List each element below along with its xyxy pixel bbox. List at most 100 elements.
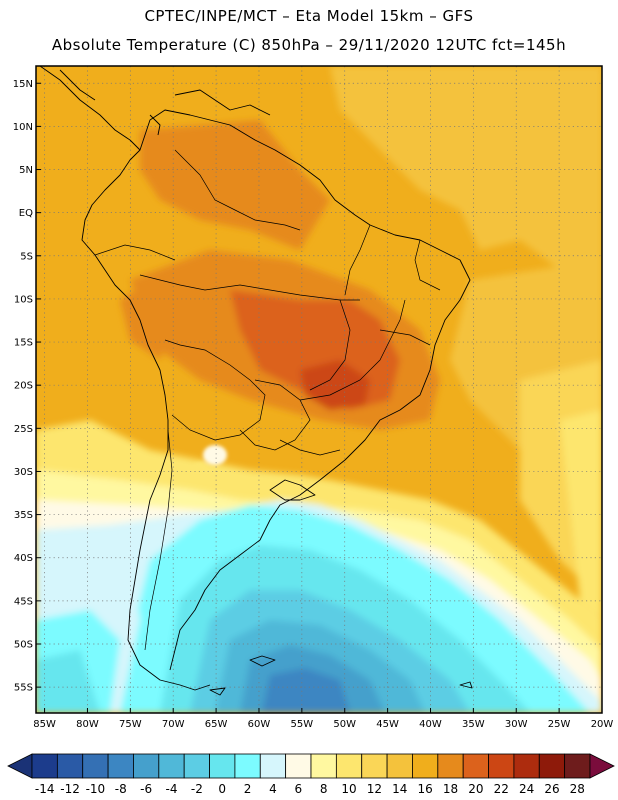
lat-tick-label: 10N: [13, 122, 33, 133]
colorbar-swatch: [538, 753, 566, 779]
border-paraguay: [239, 379, 311, 451]
colorbar-label: 12: [367, 782, 382, 796]
colorbar-swatch: [412, 753, 439, 779]
border-brazil-south: [279, 439, 341, 456]
tierra-del-fuego-tip: [209, 687, 226, 696]
lon-tick-label: 70W: [162, 719, 185, 730]
lat-tick-label: 55S: [14, 683, 33, 694]
lon-tick-label: 55W: [291, 719, 314, 730]
lat-tick-label: 25S: [14, 424, 33, 435]
lat-tick-label: 15S: [14, 338, 33, 349]
lon-tick-label: 60W: [248, 719, 271, 730]
lat-tick-label: EQ: [19, 208, 33, 219]
colorbar-label: 10: [341, 782, 356, 796]
lon-tick-label: 80W: [76, 719, 99, 730]
colorbar-swatch: [285, 753, 312, 779]
border-ecuador-peru: [94, 244, 176, 261]
colorbar-label: 24: [519, 782, 534, 796]
lat-tick-label: 10S: [14, 294, 33, 305]
colorbar-label: 20: [468, 782, 483, 796]
chart-title-line-2: Absolute Temperature (C) 850hPa – 29/11/…: [51, 36, 567, 54]
colorbar-swatch: [310, 753, 337, 779]
colorbar-label: 22: [494, 782, 509, 796]
lon-tick-label: 40W: [419, 719, 442, 730]
border-brazil-states-4: [414, 239, 441, 291]
colorbar-label: -10: [86, 782, 106, 796]
lon-tick-label: 50W: [333, 719, 356, 730]
border-brazil-states-1: [299, 299, 406, 401]
longitude-axis: 85W 80W 75W 70W 65W 60W 55W 50W 45W 40W 35W 30W 25W 2…: [33, 708, 613, 730]
latitude-axis: 15N 10N 5N EQ 5S 10S 15S 20S 25S 30S 35S 40S 45S 50S 5…: [13, 79, 41, 694]
lat-tick-label: 20S: [14, 381, 33, 392]
maracaibo-coast: [149, 114, 161, 136]
lon-tick-label: 45W: [376, 719, 399, 730]
border-chile-argentina: [144, 429, 173, 651]
lon-tick-label: 65W: [205, 719, 228, 730]
colorbar-swatch: [31, 753, 58, 779]
colorbar-swatch: [107, 753, 134, 779]
border-brazil-states-2: [309, 299, 351, 391]
colorbar-swatch: [56, 753, 84, 779]
border-colombia-venezuela: [174, 149, 301, 231]
colorbar-label: 8: [320, 782, 328, 796]
lon-tick-label: 35W: [462, 719, 485, 730]
colorbar-swatch: [234, 753, 261, 779]
colorbar-label: 14: [392, 782, 407, 796]
map-frame: [35, 65, 603, 714]
central-america-coast: [59, 69, 96, 101]
border-brazil-states-5: [344, 224, 371, 296]
graticule: [36, 66, 602, 713]
east-coastline: [139, 109, 471, 671]
colorbar-swatch: [564, 753, 591, 779]
colorbar-swatch: [437, 753, 464, 779]
colorbar-label: -2: [191, 782, 203, 796]
country-borders: [94, 149, 441, 651]
lon-tick-label: 75W: [119, 719, 142, 730]
lat-tick-label: 50S: [14, 639, 33, 650]
field-22-24: [300, 360, 370, 410]
caribbean-coast: [174, 89, 271, 116]
border-brazil-north: [139, 274, 360, 301]
colorbar-swatch: [259, 753, 287, 779]
colorbar-swatch: [335, 753, 363, 779]
colorbar-label: -4: [166, 782, 178, 796]
field-andes-patch: [203, 445, 227, 465]
lon-tick-label: 20W: [591, 719, 614, 730]
lat-tick-label: 15N: [13, 79, 33, 90]
colorbar-label: -8: [115, 782, 127, 796]
lon-tick-label: 30W: [505, 719, 528, 730]
field-10-12: [560, 410, 602, 620]
colorbar-swatch: [462, 753, 489, 779]
colorbar-label: 6: [294, 782, 302, 796]
colorbar-swatch: [82, 753, 109, 779]
colorbar-swatch: [209, 753, 236, 779]
colorbar-label: 26: [544, 782, 559, 796]
falklands: [249, 655, 276, 667]
field-14-16-north: [330, 66, 602, 280]
colorbar: -14 -12 -10 -8 -6 -4 -2 0 2 4 6 8 10 12 14 16 18 20 22 24 26…: [7, 753, 615, 796]
chart-title-line-1: CPTEC/INPE/MCT – Eta Model 15km – GFS: [144, 7, 474, 25]
colorbar-label: 18: [443, 782, 458, 796]
rio-de-la-plata: [269, 479, 316, 501]
colorbar-under-arrow: [7, 753, 33, 779]
colorbar-swatch: [513, 753, 540, 779]
field-andes-patch-2: [192, 462, 208, 478]
temperature-field: [36, 66, 602, 713]
colorbar-swatch: [158, 753, 185, 779]
border-brazil-states-3: [379, 329, 431, 346]
colorbar-label: 0: [218, 782, 226, 796]
south-georgia: [459, 681, 473, 689]
lat-tick-label: 5N: [19, 165, 33, 176]
lat-tick-label: 35S: [14, 510, 33, 521]
colorbar-swatch: [386, 753, 413, 779]
colorbar-label: -6: [140, 782, 152, 796]
lat-tick-label: 45S: [14, 596, 33, 607]
colorbar-label: 28: [570, 782, 585, 796]
field-pacific-0-2: [36, 650, 100, 713]
colorbar-swatch: [361, 753, 388, 779]
field-minus8-minus6: [262, 668, 350, 713]
lat-tick-label: 30S: [14, 467, 33, 478]
colorbar-label: 4: [269, 782, 277, 796]
field-18-20-north: [140, 120, 330, 250]
